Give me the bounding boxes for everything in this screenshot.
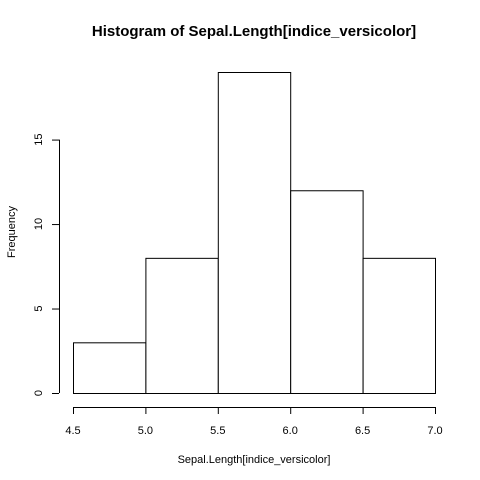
histogram-bar-4 (290, 190, 364, 394)
x-tick-label: 4.5 (65, 425, 80, 437)
bars-group (73, 72, 437, 395)
y-tick-label: 10 (33, 218, 45, 230)
histogram-bar-3 (217, 72, 292, 394)
y-tick-label: 5 (33, 305, 45, 311)
x-tick-label: 6.5 (355, 425, 370, 437)
y-axis-label: Frequency (6, 206, 18, 258)
x-axis-label: Sepal.Length[indice_versicolor] (178, 454, 331, 466)
y-tick-label: 15 (33, 133, 45, 145)
y-tick-label: 0 (33, 390, 45, 396)
x-tick-label: 6.0 (283, 425, 298, 437)
x-tick-label: 5.5 (210, 425, 225, 437)
histogram-bar-1 (73, 342, 147, 395)
histogram-bar-5 (362, 257, 437, 394)
chart-title: Histogram of Sepal.Length[indice_versico… (92, 23, 416, 40)
x-tick-label: 5.0 (138, 425, 153, 437)
y-axis: 0 5 10 15 (33, 133, 60, 396)
x-axis: 4.5 5.0 5.5 6.0 6.5 7.0 (65, 407, 443, 437)
x-tick-label: 7.0 (427, 425, 442, 437)
histogram-bar-2 (145, 257, 219, 394)
